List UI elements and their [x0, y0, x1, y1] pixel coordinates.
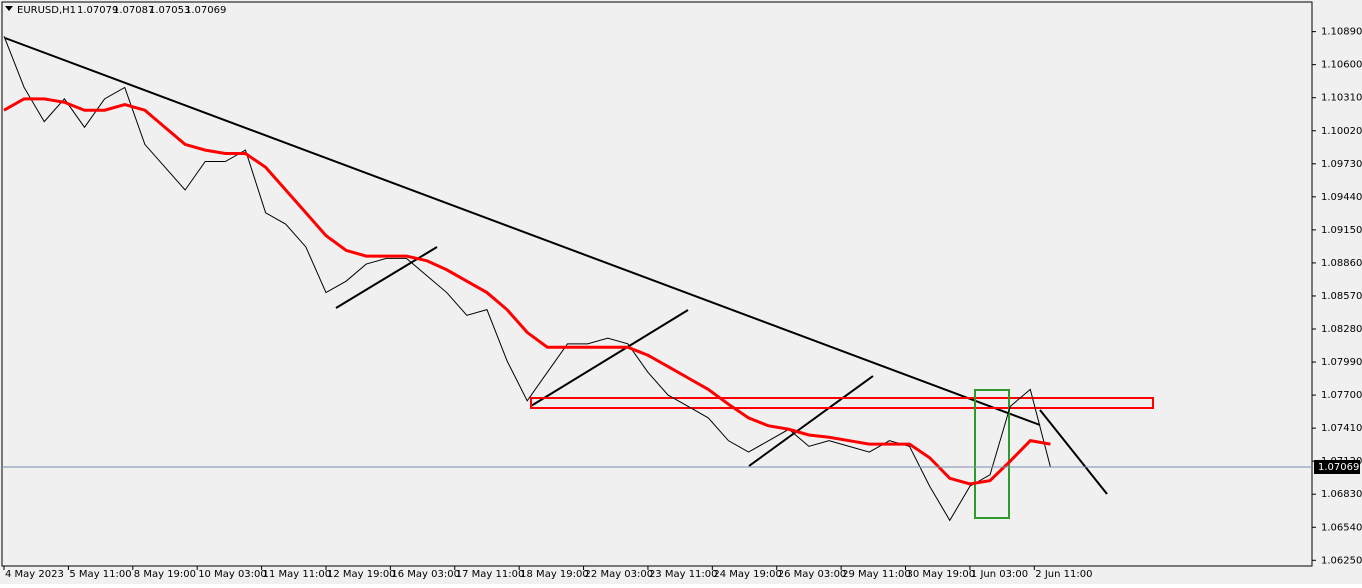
x-tick-label: 16 May 03:00 — [391, 569, 460, 580]
plot-frame — [1, 1, 1313, 567]
x-tick-label: 22 May 03:00 — [585, 569, 654, 580]
y-tick-label: 1.10890 — [1321, 27, 1362, 38]
x-tick-label: 30 May 19:00 — [907, 569, 976, 580]
x-tick-label: 8 May 19:00 — [134, 569, 196, 580]
x-tick-label: 5 May 11:00 — [69, 569, 131, 580]
y-tick-label: 1.08860 — [1321, 258, 1362, 269]
zone-rect — [530, 397, 1154, 409]
y-tick-label: 1.09730 — [1321, 159, 1362, 170]
trendline — [1039, 409, 1108, 495]
x-tick-label: 23 May 11:00 — [649, 569, 718, 580]
low: 1.07053 — [149, 5, 190, 16]
price-line — [3, 35, 1051, 522]
x-tick-label: 4 May 2023 — [5, 569, 64, 580]
y-tick-label: 1.10600 — [1321, 60, 1362, 71]
x-tick-label: 12 May 19:00 — [327, 569, 396, 580]
x-tick-label: 11 May 11:00 — [263, 569, 332, 580]
y-tick-label: 1.09150 — [1321, 225, 1362, 236]
x-tick-label: 2 Jun 11:00 — [1035, 569, 1092, 580]
y-tick-label: 1.07700 — [1321, 390, 1362, 401]
trendline — [4, 37, 1041, 426]
y-tick-label: 1.07990 — [1321, 357, 1362, 368]
x-tick-label: 1 Jun 03:00 — [971, 569, 1028, 580]
trendline — [530, 309, 689, 407]
close: 1.07069 — [185, 5, 226, 16]
high: 1.07087 — [113, 5, 154, 16]
x-tick-label: 17 May 11:00 — [456, 569, 525, 580]
x-tick-label: 29 May 11:00 — [842, 569, 911, 580]
moving-average — [3, 97, 1051, 486]
symbol: EURUSD,H1 — [17, 5, 76, 16]
y-tick-label: 1.07410 — [1321, 423, 1362, 434]
last-price-box — [1314, 459, 1360, 474]
y-tick-label: 1.06250 — [1321, 555, 1362, 566]
highlight-rect — [974, 389, 1010, 519]
menu-arrow[interactable] — [5, 6, 13, 11]
x-tick-label: 26 May 03:00 — [778, 569, 847, 580]
y-tick-label: 1.10020 — [1321, 126, 1362, 137]
x-tick-label: 10 May 03:00 — [198, 569, 267, 580]
y-tick-label: 1.10310 — [1321, 93, 1362, 104]
drawings — [4, 37, 1154, 519]
y-tick-label: 1.08570 — [1321, 291, 1362, 302]
y-tick-label: 1.09440 — [1321, 192, 1362, 203]
x-tick-label: 18 May 19:00 — [520, 569, 589, 580]
trendline — [335, 246, 438, 309]
x-tick-label: 24 May 19:00 — [713, 569, 782, 580]
y-tick-label: 1.06540 — [1321, 522, 1362, 533]
y-tick-label: 1.06830 — [1321, 489, 1362, 500]
trendline — [748, 375, 874, 467]
last-price-label: 1.07069 — [1318, 462, 1359, 473]
open: 1.07079 — [77, 5, 118, 16]
y-tick-label: 1.08280 — [1321, 324, 1362, 335]
